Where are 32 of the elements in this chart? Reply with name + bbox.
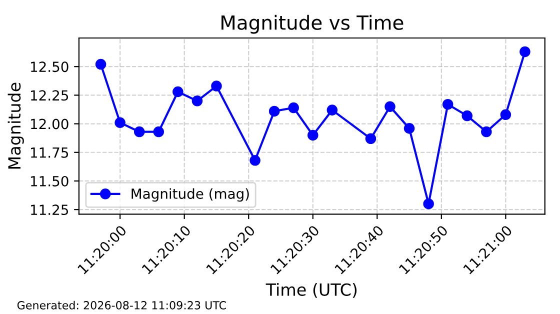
point — [404, 122, 415, 134]
chart-title: Magnitude vs Time — [222, 14, 404, 34]
y-tick-label: 12.25 — [31, 90, 68, 101]
y-tick-label: 11.75 — [31, 148, 68, 158]
point — [326, 104, 338, 116]
point — [481, 126, 492, 138]
point — [288, 102, 299, 114]
point — [95, 58, 106, 70]
point — [211, 80, 222, 92]
point — [134, 126, 145, 138]
text: Generated: 2026-08-12 11:09:23 UTC — [17, 300, 226, 310]
x-axis-title: Time (UTC) — [266, 283, 357, 298]
point — [442, 98, 454, 110]
point — [384, 101, 396, 112]
y-tick-label: 11.25 — [31, 204, 68, 216]
point — [462, 110, 472, 122]
y-axis-title: Magnitude — [8, 82, 24, 169]
point — [520, 46, 530, 58]
y-tick-label: 11.50 — [31, 176, 68, 186]
y-tick-label: 12.50 — [31, 62, 68, 72]
point — [365, 133, 376, 144]
point — [192, 96, 203, 106]
point — [250, 155, 260, 166]
point — [423, 198, 434, 210]
point — [114, 117, 126, 128]
legend-label: Magnitude (mag) — [132, 188, 249, 202]
point — [268, 106, 280, 117]
point — [172, 86, 184, 98]
point — [153, 126, 164, 138]
point — [308, 130, 318, 141]
point — [500, 109, 512, 120]
y-tick-label: 12.00 — [31, 118, 68, 130]
